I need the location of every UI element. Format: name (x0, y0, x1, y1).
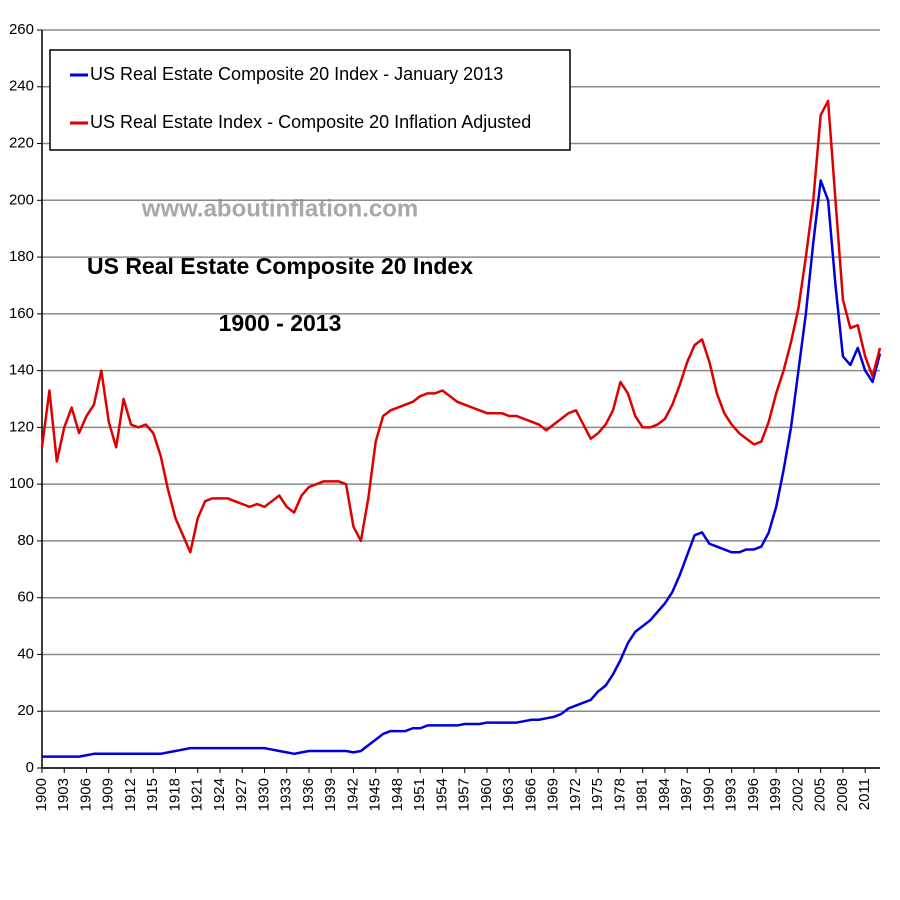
x-tick-label: 1942 (344, 778, 361, 811)
x-tick-label: 1981 (634, 778, 651, 811)
x-tick-label: 1954 (433, 778, 450, 811)
x-tick-label: 1912 (122, 778, 139, 811)
x-tick-label: 1909 (100, 778, 117, 811)
x-tick-label: 1915 (144, 778, 161, 811)
x-tick-label: 1960 (478, 778, 495, 811)
series-line (42, 179, 882, 758)
y-tick-label: 0 (26, 759, 34, 776)
x-tick-label: 1987 (678, 778, 695, 811)
y-tick-label: 160 (9, 305, 34, 322)
series-line (40, 99, 882, 554)
x-tick-label: 1921 (189, 778, 206, 811)
y-tick-label: 80 (17, 532, 34, 549)
x-tick-label: 1963 (500, 778, 517, 811)
y-tick-label: 140 (9, 362, 34, 379)
x-tick-label: 1996 (745, 778, 762, 811)
y-tick-label: 40 (17, 645, 34, 662)
x-tick-label: 1966 (522, 778, 539, 811)
x-tick-label: 1999 (767, 778, 784, 811)
y-tick-label: 240 (9, 78, 34, 95)
x-tick-label: 2005 (812, 778, 829, 811)
x-tick-label: 1990 (700, 778, 717, 811)
y-tick-label: 20 (17, 702, 34, 719)
x-tick-label: 1900 (33, 778, 50, 811)
x-tick-label: 1918 (166, 778, 183, 811)
x-tick-label: 1969 (545, 778, 562, 811)
y-tick-label: 220 (9, 135, 34, 152)
legend-box (49, 49, 571, 151)
x-tick-label: 1948 (389, 778, 406, 811)
x-tick-label: 1906 (77, 778, 94, 811)
y-tick-label: 180 (9, 248, 34, 265)
x-tick-label: 1939 (322, 778, 339, 811)
x-tick-label: 1933 (278, 778, 295, 811)
x-tick-label: 2011 (856, 778, 873, 810)
legend-label: US Real Estate Index - Composite 20 Infl… (90, 112, 531, 132)
x-tick-label: 1993 (723, 778, 740, 811)
x-tick-label: 1978 (611, 778, 628, 811)
x-tick-label: 2002 (789, 778, 806, 811)
x-tick-label: 2008 (834, 778, 851, 811)
x-tick-label: 1945 (367, 778, 384, 811)
watermark: www.aboutinflation.com (141, 195, 418, 222)
x-tick-label: 1957 (456, 778, 473, 811)
x-tick-label: 1972 (567, 778, 584, 811)
x-tick-label: 1903 (55, 778, 72, 811)
x-tick-label: 1984 (656, 778, 673, 811)
y-tick-label: 260 (9, 21, 34, 38)
y-tick-label: 200 (9, 191, 34, 208)
x-tick-label: 1924 (211, 778, 228, 811)
y-tick-label: 60 (17, 589, 34, 606)
x-tick-label: 1927 (233, 778, 250, 811)
x-tick-label: 1930 (255, 778, 272, 811)
x-tick-label: 1951 (411, 778, 428, 811)
y-tick-label: 120 (9, 418, 34, 435)
y-tick-label: 100 (9, 475, 34, 492)
x-tick-label: 1975 (589, 778, 606, 811)
x-tick-label: 1936 (300, 778, 317, 811)
legend-label: US Real Estate Composite 20 Index - Janu… (90, 64, 503, 84)
